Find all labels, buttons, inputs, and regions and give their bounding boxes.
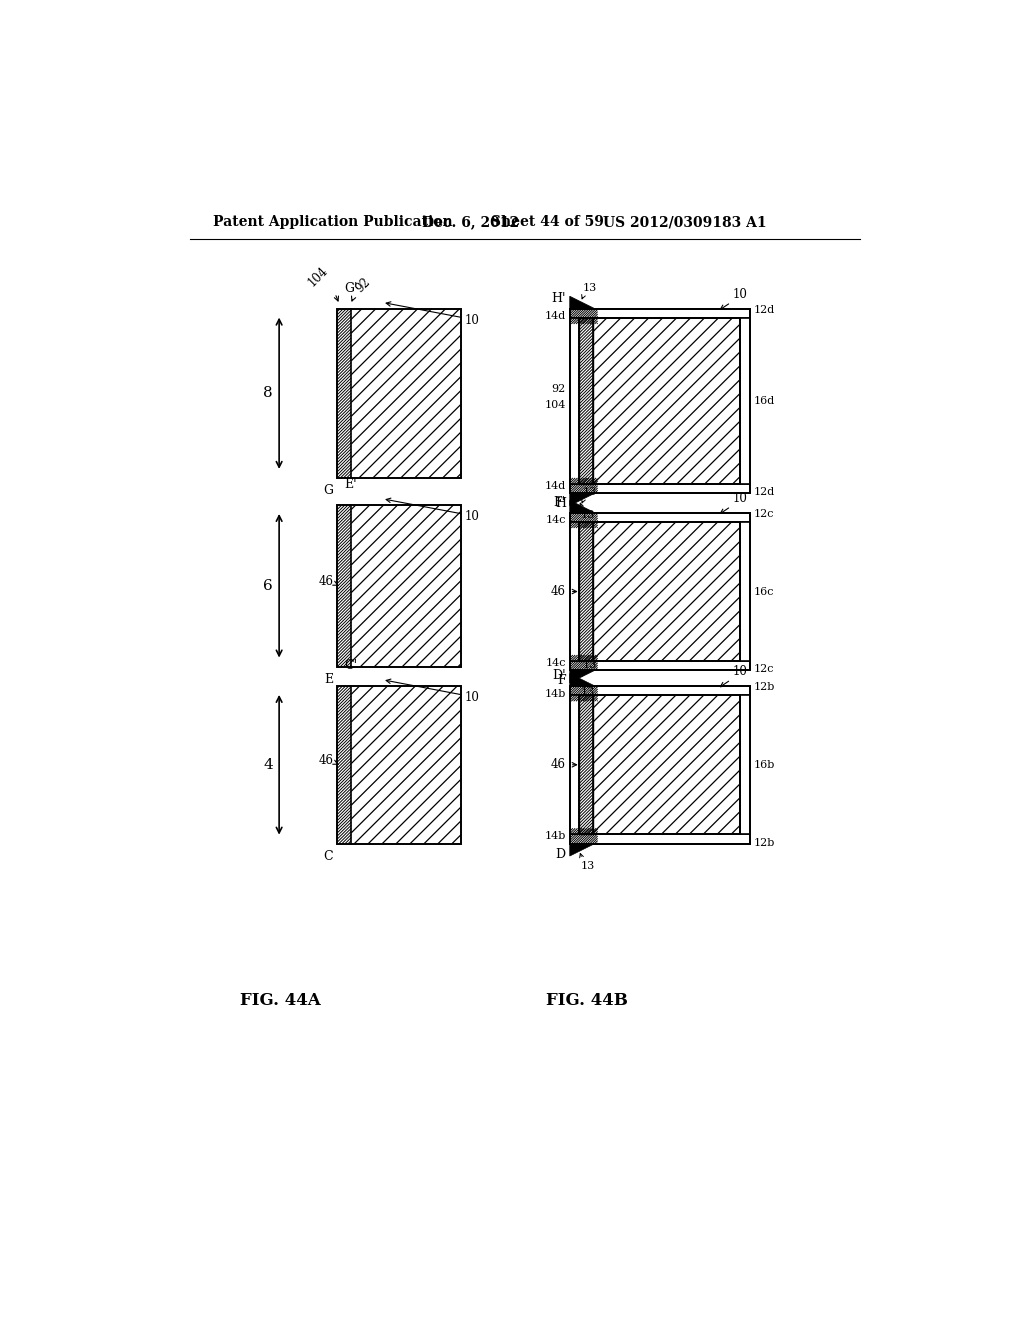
Bar bbox=[579, 521, 593, 661]
Text: Dec. 6, 2012: Dec. 6, 2012 bbox=[423, 215, 519, 230]
Text: 14c: 14c bbox=[546, 657, 566, 668]
Bar bbox=[569, 318, 579, 484]
Text: 104: 104 bbox=[306, 264, 331, 289]
Bar bbox=[593, 318, 740, 484]
Bar bbox=[337, 309, 461, 478]
Text: 10: 10 bbox=[465, 510, 480, 523]
Text: 12c: 12c bbox=[754, 664, 774, 675]
Text: 14b: 14b bbox=[545, 689, 566, 698]
Bar bbox=[337, 686, 461, 843]
Text: 8: 8 bbox=[263, 387, 273, 400]
Polygon shape bbox=[569, 494, 595, 506]
Text: 16d: 16d bbox=[754, 396, 775, 407]
Text: F': F' bbox=[554, 496, 566, 508]
Bar bbox=[740, 521, 750, 661]
Bar bbox=[579, 696, 593, 834]
Bar bbox=[593, 696, 740, 834]
Text: F: F bbox=[557, 675, 566, 688]
Text: 92: 92 bbox=[552, 384, 566, 395]
Bar bbox=[569, 512, 750, 521]
Bar bbox=[579, 521, 740, 661]
Polygon shape bbox=[569, 296, 595, 309]
Bar bbox=[569, 686, 750, 843]
Text: 13: 13 bbox=[581, 861, 595, 871]
Bar bbox=[569, 834, 750, 843]
Text: H: H bbox=[555, 498, 566, 511]
Bar bbox=[740, 696, 750, 834]
Text: 14d: 14d bbox=[545, 480, 566, 491]
Text: D': D' bbox=[552, 669, 566, 682]
Text: C: C bbox=[324, 850, 334, 863]
Text: C': C' bbox=[344, 659, 357, 672]
Bar bbox=[569, 521, 579, 661]
Text: 46: 46 bbox=[318, 755, 334, 767]
Bar bbox=[569, 696, 579, 834]
Text: 16c: 16c bbox=[754, 586, 774, 597]
Text: 104: 104 bbox=[545, 400, 566, 409]
Text: 12b: 12b bbox=[754, 682, 775, 692]
Text: Sheet 44 of 59: Sheet 44 of 59 bbox=[490, 215, 603, 230]
Text: FIG. 44B: FIG. 44B bbox=[547, 993, 629, 1010]
Polygon shape bbox=[569, 673, 595, 686]
Text: 12c: 12c bbox=[754, 508, 774, 519]
Text: 10: 10 bbox=[732, 492, 748, 506]
Text: 10: 10 bbox=[732, 288, 748, 301]
Text: 12d: 12d bbox=[754, 487, 775, 498]
Bar bbox=[740, 318, 750, 484]
Text: 16b: 16b bbox=[754, 760, 775, 770]
Bar bbox=[337, 309, 461, 478]
Bar bbox=[337, 506, 461, 667]
Bar bbox=[579, 318, 740, 484]
Bar bbox=[593, 521, 740, 661]
Text: US 2012/0309183 A1: US 2012/0309183 A1 bbox=[603, 215, 767, 230]
Text: 12b: 12b bbox=[754, 838, 775, 847]
Text: 13: 13 bbox=[583, 284, 596, 293]
Polygon shape bbox=[569, 500, 595, 512]
Text: D: D bbox=[556, 847, 566, 861]
Bar bbox=[579, 696, 740, 834]
Text: 13: 13 bbox=[583, 487, 596, 498]
Text: 13: 13 bbox=[583, 660, 596, 671]
Bar bbox=[569, 309, 750, 494]
Bar bbox=[337, 506, 461, 667]
Text: 14d: 14d bbox=[545, 312, 566, 321]
Text: G': G' bbox=[344, 281, 357, 294]
Text: 14b: 14b bbox=[545, 832, 566, 841]
Text: 46: 46 bbox=[551, 758, 566, 771]
Text: 14c: 14c bbox=[546, 515, 566, 525]
Text: 13: 13 bbox=[581, 511, 595, 520]
Text: 46: 46 bbox=[551, 585, 566, 598]
Bar bbox=[569, 512, 750, 671]
Text: E: E bbox=[325, 673, 334, 686]
Polygon shape bbox=[569, 671, 595, 682]
Text: G: G bbox=[324, 484, 334, 498]
Polygon shape bbox=[569, 843, 595, 857]
Bar bbox=[337, 686, 461, 843]
Bar bbox=[569, 661, 750, 671]
Text: 46: 46 bbox=[318, 576, 334, 589]
Text: 10: 10 bbox=[732, 665, 748, 678]
Bar bbox=[569, 686, 750, 696]
Bar bbox=[569, 484, 750, 494]
Text: 6: 6 bbox=[263, 578, 273, 593]
Text: E': E' bbox=[344, 478, 356, 491]
Text: Patent Application Publication: Patent Application Publication bbox=[213, 215, 453, 230]
Text: 92: 92 bbox=[352, 275, 373, 294]
Text: 12d: 12d bbox=[754, 305, 775, 314]
Text: 10: 10 bbox=[465, 314, 480, 326]
Text: H': H' bbox=[551, 292, 566, 305]
Text: 10: 10 bbox=[465, 690, 480, 704]
Text: 13: 13 bbox=[581, 688, 595, 697]
Bar bbox=[569, 309, 750, 318]
Text: 4: 4 bbox=[263, 758, 273, 772]
Bar bbox=[579, 318, 593, 484]
Text: FIG. 44A: FIG. 44A bbox=[241, 993, 322, 1010]
